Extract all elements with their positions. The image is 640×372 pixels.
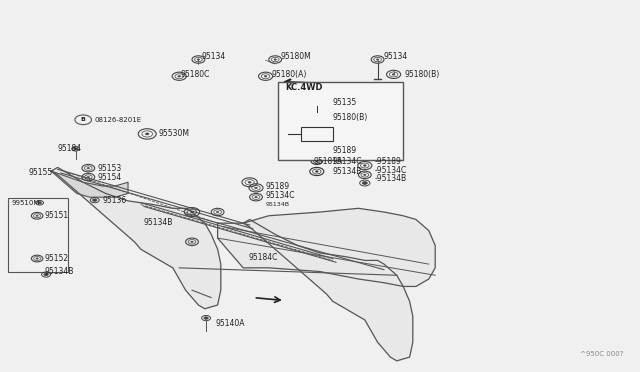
Text: 95180(B): 95180(B) (404, 70, 440, 79)
Polygon shape (51, 167, 221, 309)
Circle shape (376, 59, 379, 60)
Circle shape (191, 211, 193, 213)
Bar (8, 198, 68, 272)
Text: 95134: 95134 (202, 52, 226, 61)
Text: 95181A: 95181A (314, 157, 343, 166)
Circle shape (364, 174, 366, 176)
Text: 95530M: 95530M (159, 129, 189, 138)
Circle shape (87, 176, 90, 178)
Circle shape (93, 199, 97, 202)
Circle shape (274, 59, 276, 60)
Text: 95154: 95154 (97, 173, 122, 182)
Text: 95180(B): 95180(B) (333, 113, 368, 122)
Bar (278, 82, 403, 160)
Text: 95134B: 95134B (266, 202, 289, 207)
Text: 95189: 95189 (266, 182, 290, 190)
Circle shape (197, 59, 200, 60)
Circle shape (392, 74, 395, 75)
Circle shape (316, 102, 318, 103)
Text: ^950C 000?: ^950C 000? (580, 351, 624, 357)
Polygon shape (218, 208, 435, 286)
Text: 95152: 95152 (45, 254, 69, 263)
Circle shape (248, 182, 251, 183)
Text: 08126-8201E: 08126-8201E (95, 117, 142, 123)
Circle shape (314, 150, 319, 152)
Text: 95155: 95155 (29, 169, 53, 177)
Circle shape (178, 76, 180, 77)
Circle shape (38, 202, 42, 204)
Circle shape (316, 171, 318, 172)
Text: 95180M: 95180M (280, 52, 311, 61)
Text: 95184: 95184 (57, 144, 81, 153)
Text: KC.4WD: KC.4WD (285, 83, 323, 92)
Circle shape (264, 76, 267, 77)
Text: 95189: 95189 (333, 146, 357, 155)
Text: 95134C: 95134C (333, 157, 362, 166)
Text: 95151: 95151 (45, 211, 69, 220)
Circle shape (191, 241, 193, 243)
Text: 95180(A): 95180(A) (272, 70, 307, 79)
Circle shape (255, 187, 257, 189)
Circle shape (316, 116, 318, 118)
Circle shape (216, 211, 219, 213)
Circle shape (204, 317, 209, 319)
Bar (301, 127, 333, 141)
Polygon shape (51, 171, 128, 197)
Text: 95134C: 95134C (266, 191, 295, 200)
Text: 95134: 95134 (384, 52, 408, 61)
Text: -95189: -95189 (374, 157, 401, 166)
Circle shape (74, 148, 77, 150)
Circle shape (44, 273, 49, 276)
Text: -95134C: -95134C (374, 166, 406, 174)
Circle shape (36, 258, 38, 259)
Text: 95135: 95135 (333, 98, 357, 107)
Circle shape (255, 196, 257, 198)
Circle shape (316, 160, 318, 162)
Text: 95134B: 95134B (333, 167, 362, 176)
Circle shape (145, 133, 149, 135)
Text: -95134B: -95134B (374, 174, 406, 183)
Text: 95180C: 95180C (180, 70, 210, 79)
Circle shape (87, 167, 90, 169)
Text: 95134B: 95134B (144, 218, 173, 227)
Text: 95136: 95136 (102, 196, 127, 205)
Circle shape (364, 165, 366, 166)
Polygon shape (243, 219, 413, 361)
Circle shape (362, 182, 367, 185)
Text: 99510M: 99510M (12, 200, 40, 206)
Text: 95153: 95153 (97, 164, 122, 173)
Text: B: B (81, 117, 86, 122)
Text: 95184C: 95184C (248, 253, 278, 262)
Text: 95140A: 95140A (216, 319, 245, 328)
Circle shape (36, 215, 38, 217)
Text: 95134B: 95134B (45, 267, 74, 276)
